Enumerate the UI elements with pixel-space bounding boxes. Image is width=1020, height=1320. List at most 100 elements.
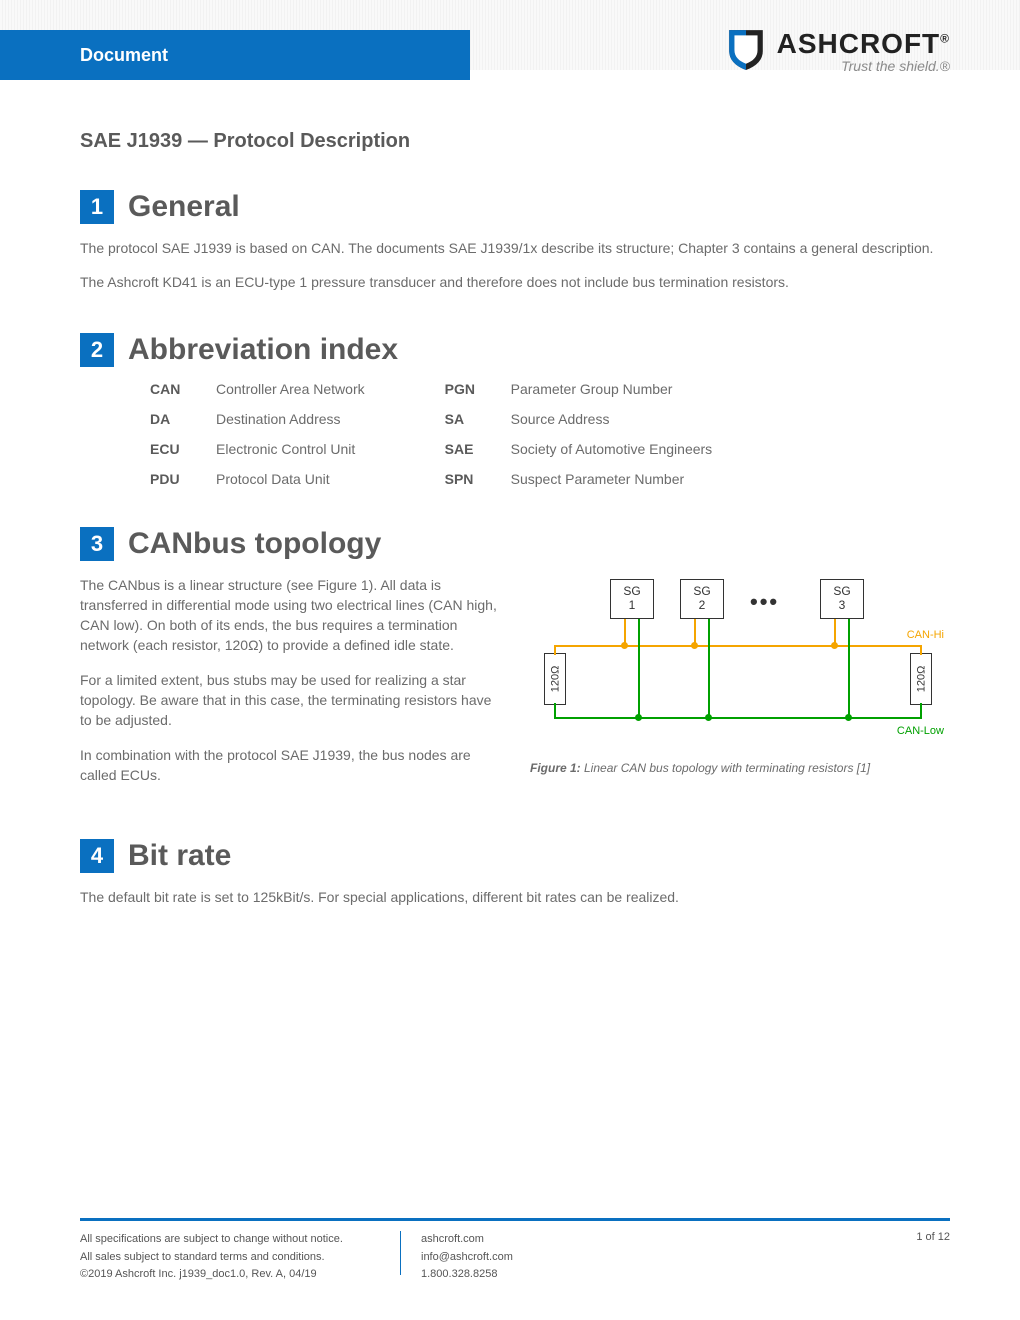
abbrev-key: SA <box>445 411 493 427</box>
abbrev-val: Society of Automotive Engineers <box>511 441 713 457</box>
paragraph: The protocol SAE J1939 is based on CAN. … <box>80 238 950 258</box>
document-banner: Document <box>0 30 470 80</box>
footer-contact: ashcroft.com info@ashcroft.com 1.800.328… <box>421 1231 513 1284</box>
sg-label: SG <box>693 585 710 598</box>
abbrev-row: DA Destination Address <box>150 411 365 427</box>
resistor-left: 120Ω <box>544 653 566 705</box>
abbrev-val: Parameter Group Number <box>511 381 673 397</box>
caption-text: Linear CAN bus topology with terminating… <box>581 761 870 775</box>
paragraph: The default bit rate is set to 125kBit/s… <box>80 887 950 907</box>
banner-label: Document <box>80 45 168 66</box>
abbrev-col-left: CAN Controller Area Network DA Destination… <box>150 381 365 487</box>
section-number: 3 <box>80 527 114 561</box>
footer-email: info@ashcroft.com <box>421 1249 513 1267</box>
section-title: Bit rate <box>128 839 231 873</box>
section-title: Abbreviation index <box>128 333 398 367</box>
page-number: 1 of 12 <box>916 1231 950 1243</box>
canbus-text-col: The CANbus is a linear structure (see Fi… <box>80 575 506 800</box>
footer-divider <box>400 1231 401 1275</box>
can-hi-label: CAN-Hi <box>907 629 944 641</box>
sg-num: 2 <box>699 599 706 612</box>
abbrev-val: Protocol Data Unit <box>216 471 330 487</box>
abbrev-val: Suspect Parameter Number <box>511 471 685 487</box>
page-title: SAE J1939 — Protocol Description <box>80 130 410 153</box>
sg-label: SG <box>623 585 640 598</box>
section-abbreviations: 2 Abbreviation index CAN Controller Area … <box>80 333 950 487</box>
junction-hi <box>691 642 698 649</box>
abbrev-row: CAN Controller Area Network <box>150 381 365 397</box>
footer-phone: 1.800.328.8258 <box>421 1266 513 1284</box>
can-lo-wire <box>920 703 922 719</box>
ellipsis-icon: ••• <box>750 589 779 615</box>
resistor-right: 120Ω <box>910 653 932 705</box>
footer-line: All sales subject to standard terms and … <box>80 1249 380 1267</box>
paragraph: The Ashcroft KD41 is an ECU-type 1 press… <box>80 272 950 292</box>
abbrev-col-right: PGN Parameter Group Number SA Source Addre… <box>445 381 713 487</box>
abbrev-val: Controller Area Network <box>216 381 365 397</box>
section-title: General <box>128 190 240 224</box>
abbrev-val: Destination Address <box>216 411 341 427</box>
can-hi-stub <box>834 619 836 645</box>
abbrev-row: PDU Protocol Data Unit <box>150 471 365 487</box>
junction-lo <box>635 714 642 721</box>
abbrev-key: CAN <box>150 381 198 397</box>
section-number: 1 <box>80 190 114 224</box>
can-hi-stub <box>694 619 696 645</box>
canbus-figure: SG1 SG2 ••• SG3 120Ω 120Ω <box>530 575 950 775</box>
can-lo-stub <box>638 619 640 717</box>
paragraph: The CANbus is a linear structure (see Fi… <box>80 575 506 656</box>
can-lo-wire <box>554 703 556 719</box>
resistor-label: 120Ω <box>549 665 561 692</box>
junction-lo <box>845 714 852 721</box>
abbrev-key: SAE <box>445 441 493 457</box>
junction-hi <box>831 642 838 649</box>
junction-lo <box>705 714 712 721</box>
company-logo: ASHCROFT® Trust the shield.® <box>725 28 950 75</box>
abbrev-val: Electronic Control Unit <box>216 441 355 457</box>
paragraph: In combination with the protocol SAE J19… <box>80 745 506 786</box>
abbrev-row: SA Source Address <box>445 411 713 427</box>
page-footer: All specifications are subject to change… <box>80 1218 950 1284</box>
footer-line: ©2019 Ashcroft Inc. j1939_doc1.0, Rev. A… <box>80 1266 380 1284</box>
footer-url: ashcroft.com <box>421 1231 513 1249</box>
logo-tagline: Trust the shield.® <box>777 58 950 74</box>
can-lo-stub <box>848 619 850 717</box>
abbreviation-grid: CAN Controller Area Network DA Destination… <box>80 381 950 487</box>
sg-node: SG1 <box>610 579 654 619</box>
registered-mark: ® <box>940 32 950 46</box>
can-lo-stub <box>708 619 710 717</box>
abbrev-key: ECU <box>150 441 198 457</box>
abbrev-key: SPN <box>445 471 493 487</box>
section-general: 1 General The protocol SAE J1939 is base… <box>80 190 950 293</box>
abbrev-key: PDU <box>150 471 198 487</box>
section-number: 4 <box>80 839 114 873</box>
abbrev-key: DA <box>150 411 198 427</box>
can-lo-bus <box>554 717 920 719</box>
abbrev-row: PGN Parameter Group Number <box>445 381 713 397</box>
content-area: 1 General The protocol SAE J1939 is base… <box>80 190 950 948</box>
sg-node: SG2 <box>680 579 724 619</box>
can-hi-wire <box>554 645 556 655</box>
logo-name-text: ASHCROFT <box>777 28 941 59</box>
sg-node: SG3 <box>820 579 864 619</box>
abbrev-row: SAE Society of Automotive Engineers <box>445 441 713 457</box>
section-number: 2 <box>80 333 114 367</box>
abbrev-key: PGN <box>445 381 493 397</box>
can-hi-stub <box>624 619 626 645</box>
abbrev-row: ECU Electronic Control Unit <box>150 441 365 457</box>
can-topology-diagram: SG1 SG2 ••• SG3 120Ω 120Ω <box>530 575 950 755</box>
footer-legal: All specifications are subject to change… <box>80 1231 380 1284</box>
abbrev-row: SPN Suspect Parameter Number <box>445 471 713 487</box>
sg-label: SG <box>833 585 850 598</box>
section-canbus: 3 CANbus topology The CANbus is a linear… <box>80 527 950 800</box>
sg-num: 1 <box>629 599 636 612</box>
section-title: CANbus topology <box>128 527 381 561</box>
shield-icon <box>725 28 767 75</box>
section-bitrate: 4 Bit rate The default bit rate is set t… <box>80 839 950 907</box>
logo-wordmark: ASHCROFT® <box>777 28 950 60</box>
paragraph: For a limited extent, bus stubs may be u… <box>80 670 506 731</box>
caption-bold: Figure 1: <box>530 761 581 775</box>
abbrev-val: Source Address <box>511 411 610 427</box>
footer-line: All specifications are subject to change… <box>80 1231 380 1249</box>
figure-caption: Figure 1: Linear CAN bus topology with t… <box>530 761 950 775</box>
